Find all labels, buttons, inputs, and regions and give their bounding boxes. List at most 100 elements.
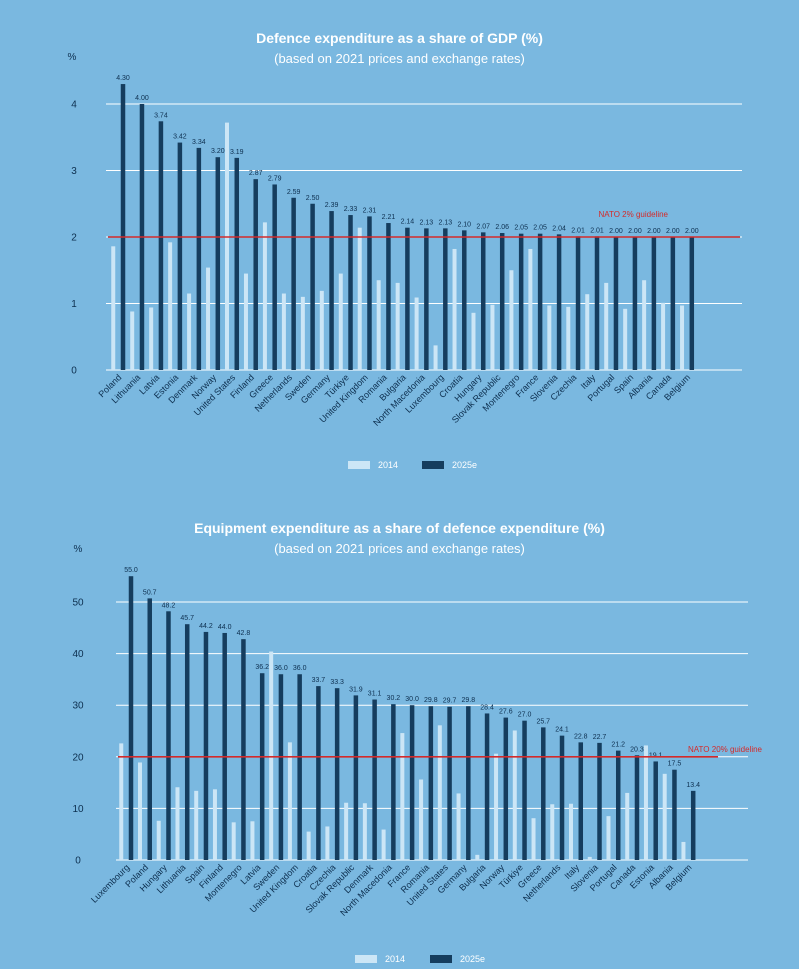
- bar-2014: [625, 792, 630, 860]
- bar-2014: [119, 743, 124, 860]
- bar-2025e: [578, 742, 584, 860]
- bar-2014: [662, 773, 667, 860]
- bar-2025e: [409, 705, 415, 860]
- bar-2014: [471, 312, 476, 370]
- bar-2025e: [503, 717, 509, 860]
- bar-2025e: [334, 688, 340, 860]
- bar-2014: [585, 294, 590, 370]
- bar-2025e: [291, 197, 296, 370]
- bar-2014: [512, 730, 517, 860]
- bar-2025e: [559, 735, 565, 860]
- bar-2014: [550, 804, 555, 860]
- value-label: 44.0: [218, 624, 232, 631]
- bar-2025e: [120, 84, 126, 371]
- value-label: 3.74: [154, 112, 168, 119]
- bar-2014: [414, 297, 419, 370]
- bar-2025e: [147, 598, 152, 860]
- value-label: 13.4: [686, 782, 700, 789]
- bar-2014: [642, 280, 647, 370]
- bar-2025e: [234, 157, 240, 370]
- value-label: 27.6: [499, 709, 513, 716]
- value-label: 48.2: [162, 602, 176, 609]
- bar-2014: [661, 302, 666, 370]
- bar-2014: [187, 293, 192, 370]
- value-label: 4.30: [116, 75, 130, 82]
- bar-2014: [433, 345, 438, 370]
- bar-2014: [528, 248, 533, 370]
- bar-2014: [547, 305, 552, 370]
- value-label: 27.0: [518, 712, 532, 719]
- value-label: 19.1: [649, 752, 663, 759]
- bar-2025e: [222, 632, 227, 860]
- value-label: 2.05: [514, 225, 528, 232]
- legend-label-2014: 2014: [385, 954, 405, 964]
- value-label: 2.79: [268, 175, 282, 182]
- bar-2025e: [391, 704, 396, 860]
- value-label: 33.3: [330, 679, 344, 686]
- bar-2025e: [215, 157, 221, 370]
- legend-swatch-2014: [348, 461, 370, 469]
- bar-2014: [381, 829, 386, 860]
- bar-2014: [531, 818, 536, 860]
- y-tick-label: 0: [75, 856, 81, 867]
- bar-2025e: [615, 750, 621, 860]
- value-label: 4.00: [135, 95, 149, 102]
- value-label: 2.10: [457, 221, 471, 228]
- value-label: 2.00: [647, 228, 661, 235]
- bar-2025e: [537, 233, 543, 370]
- bar-2025e: [353, 695, 359, 860]
- bar-2025e: [499, 233, 505, 370]
- legend-swatch-2025e: [430, 955, 452, 963]
- bar-2014: [456, 793, 461, 860]
- bar-2025e: [466, 706, 471, 860]
- bar-2025e: [428, 706, 434, 860]
- y-tick-label: 20: [72, 752, 84, 763]
- value-label: 45.7: [180, 615, 194, 622]
- bar-2014: [306, 831, 311, 860]
- bar-2025e: [594, 236, 600, 370]
- value-label: 2.39: [325, 202, 339, 209]
- bar-2014: [156, 820, 161, 860]
- bar-2025e: [316, 686, 321, 860]
- value-label: 29.8: [424, 697, 438, 704]
- bar-2025e: [556, 234, 562, 370]
- bar-2025e: [634, 755, 640, 860]
- value-label: 50.7: [143, 589, 157, 596]
- value-label: 2.01: [590, 227, 604, 234]
- bar-2025e: [689, 237, 695, 370]
- value-label: 22.7: [593, 734, 607, 741]
- y-axis-unit-label: %: [74, 544, 83, 555]
- bar-2014: [509, 270, 514, 370]
- bar-2014: [149, 307, 154, 370]
- bar-2014: [587, 856, 592, 860]
- value-label: 17.5: [668, 761, 682, 768]
- bar-2025e: [310, 203, 315, 370]
- value-label: 2.04: [552, 225, 566, 232]
- value-label: 2.13: [439, 219, 453, 226]
- value-label: 29.8: [462, 697, 476, 704]
- bar-2014: [194, 790, 199, 860]
- bar-2025e: [670, 237, 676, 370]
- bar-2025e: [484, 713, 490, 860]
- bar-2025e: [575, 236, 581, 370]
- bar-2025e: [672, 769, 677, 860]
- bar-2014: [623, 308, 628, 370]
- value-label: 2.14: [401, 219, 415, 226]
- bar-2014: [362, 803, 367, 860]
- bar-2025e: [541, 727, 546, 860]
- value-label: 21.2: [611, 742, 625, 749]
- value-label: 20.3: [630, 746, 644, 753]
- chart-title: Defence expenditure as a share of GDP (%…: [256, 30, 543, 46]
- bar-2014: [400, 733, 405, 860]
- bar-2025e: [166, 611, 171, 860]
- bar-2025e: [447, 706, 452, 860]
- bar-2014: [452, 248, 457, 370]
- bar-2025e: [329, 211, 334, 370]
- value-label: 2.07: [476, 223, 490, 230]
- chart-subtitle: (based on 2021 prices and exchange rates…: [274, 541, 525, 556]
- bar-2014: [300, 296, 305, 370]
- value-label: 2.31: [363, 207, 377, 214]
- bar-2025e: [424, 228, 429, 370]
- y-tick-label: 40: [72, 649, 84, 660]
- bar-2025e: [253, 179, 258, 370]
